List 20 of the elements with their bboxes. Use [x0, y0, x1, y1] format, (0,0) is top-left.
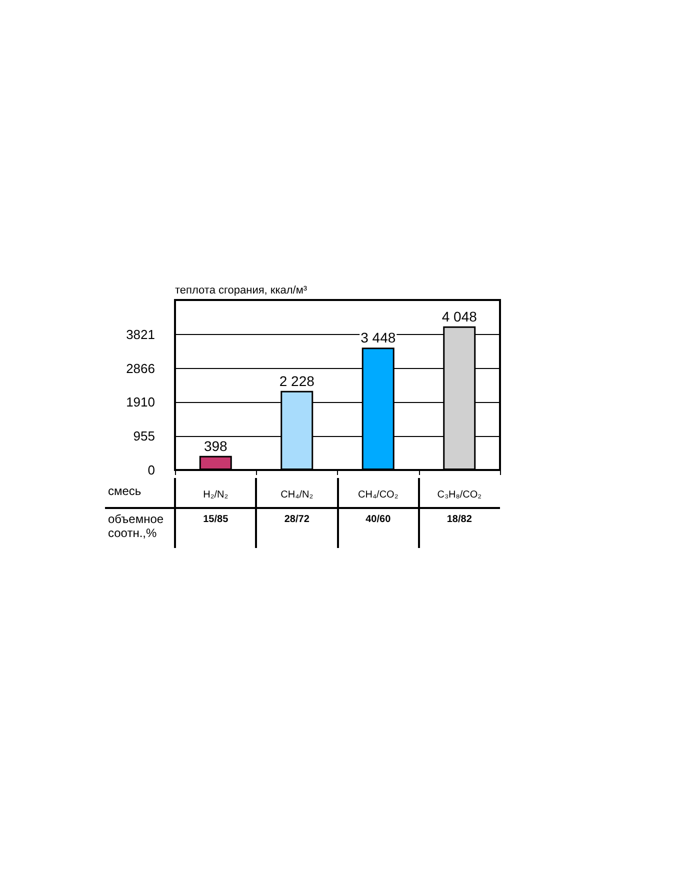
- x-tick-label: CH₄/N₂: [280, 490, 314, 500]
- y-tick-label: 1910: [126, 394, 155, 410]
- y-tick-label: 955: [133, 428, 155, 444]
- data-label: 2 228: [279, 372, 315, 389]
- x-tick-label: C₃H₈/CO₂: [437, 490, 482, 500]
- x-tick-label: H₂/N₂: [203, 490, 228, 500]
- text: 15/85: [202, 513, 230, 527]
- y-axis-title: теплота сгорания, ккал/м³: [175, 284, 308, 296]
- y-tick-label: 3821: [126, 326, 155, 342]
- text: 18/82: [446, 513, 473, 527]
- text: объемное соотн.,%: [108, 512, 165, 540]
- text: 40/60: [364, 513, 392, 527]
- data-label: 398: [204, 438, 228, 454]
- y-tick-label: 0: [148, 462, 155, 478]
- data-label: 3 448: [360, 330, 396, 346]
- text: 28/72: [283, 513, 310, 527]
- x-axis-title: смесь: [108, 484, 142, 498]
- data-label: 4 048: [442, 308, 478, 324]
- x-tick-label: CH₄/CO₂: [358, 490, 398, 500]
- y-tick-label: 2866: [126, 360, 155, 376]
